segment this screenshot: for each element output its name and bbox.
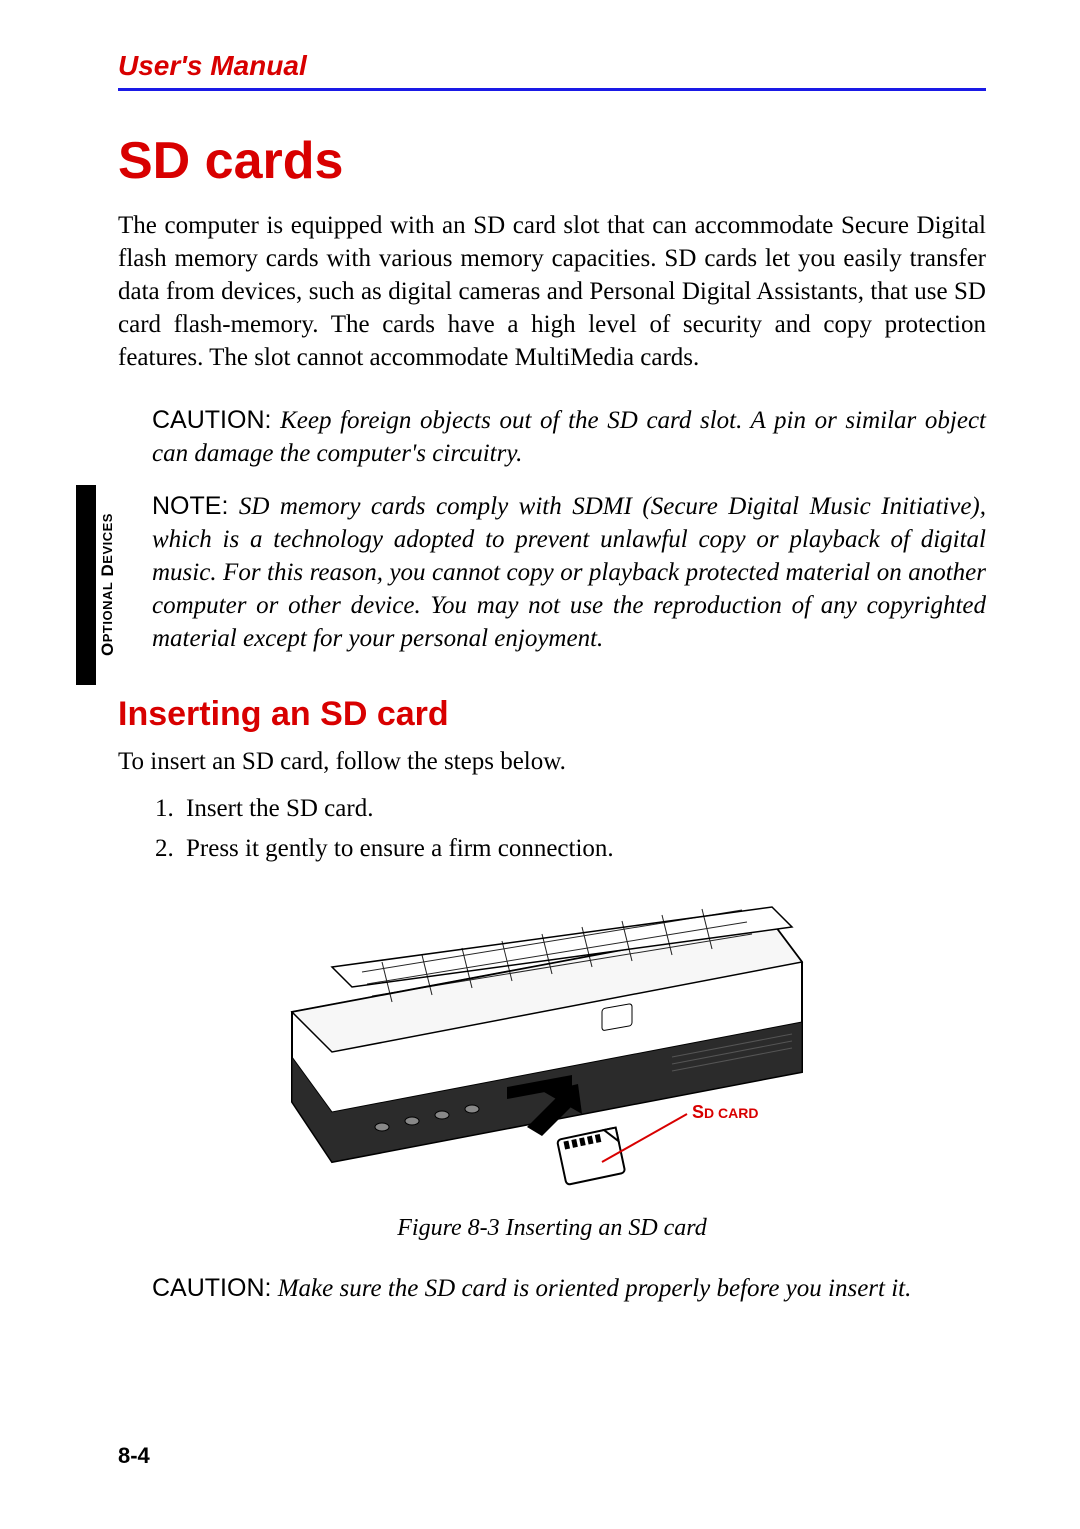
notes-block: CAUTION: Keep foreign objects out of the…: [152, 404, 986, 655]
callout-text-small: CARD: [718, 1105, 758, 1121]
note-label: NOTE:: [152, 492, 228, 520]
figure-illustration: SD CARD: [272, 892, 832, 1202]
caution-paragraph: CAUTION: Keep foreign objects out of the…: [152, 404, 986, 470]
section-title: SD cards: [118, 131, 986, 191]
steps-list: Insert the SD card. Press it gently to e…: [180, 792, 986, 866]
thumb-tab-label: OPTIONAL DEVICES: [96, 485, 120, 685]
section-intro: The computer is equipped with an SD card…: [118, 209, 986, 374]
callout-text: D: [704, 1105, 718, 1121]
caution-text: Keep foreign objects out of the SD card …: [152, 407, 986, 467]
sd-card-diagram-icon: [272, 892, 832, 1202]
list-item: Insert the SD card.: [180, 792, 986, 826]
tab-text: EVICES: [100, 514, 115, 565]
thumb-tab: [76, 485, 96, 685]
page-number: 8-4: [118, 1443, 150, 1469]
running-header: User's Manual: [118, 50, 986, 82]
note-text: SD memory cards comply with SDMI (Secure…: [152, 493, 986, 652]
caution-paragraph-2: CAUTION: Make sure the SD card is orient…: [152, 1272, 986, 1305]
list-item: Press it gently to ensure a firm connect…: [180, 832, 986, 866]
figure: SD CARD Figure 8-3 Inserting an SD card: [118, 892, 986, 1242]
caution-label: CAUTION:: [152, 1274, 271, 1302]
subsection-title: Inserting an SD card: [118, 695, 986, 734]
figure-callout: SD CARD: [692, 1102, 758, 1123]
caution-text: Make sure the SD card is oriented proper…: [271, 1275, 911, 1302]
callout-text: S: [692, 1102, 704, 1122]
manual-page: User's Manual SD cards The computer is e…: [0, 0, 1080, 1529]
header-rule: [118, 88, 986, 91]
note-paragraph: NOTE: SD memory cards comply with SDMI (…: [152, 490, 986, 655]
tab-text: D: [98, 564, 117, 582]
caution-label: CAUTION:: [152, 406, 271, 434]
tab-text: PTIONAL: [100, 582, 115, 643]
subsection-intro: To insert an SD card, follow the steps b…: [118, 748, 986, 776]
figure-caption: Figure 8-3 Inserting an SD card: [118, 1215, 986, 1242]
tab-text: O: [98, 643, 117, 657]
